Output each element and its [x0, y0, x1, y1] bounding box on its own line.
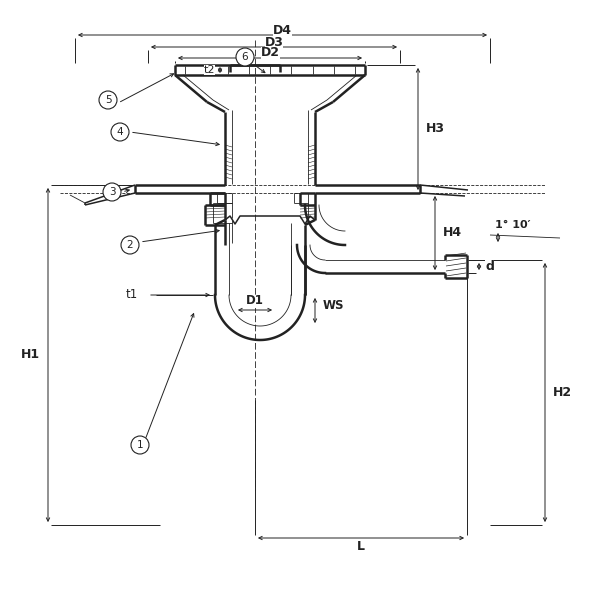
Text: H4: H4: [443, 226, 462, 239]
Circle shape: [103, 183, 121, 201]
Circle shape: [121, 236, 139, 254]
Circle shape: [131, 436, 149, 454]
Text: L: L: [357, 539, 365, 553]
Text: D2: D2: [260, 46, 280, 59]
Text: H3: H3: [426, 122, 445, 136]
Text: 1: 1: [137, 440, 143, 450]
Text: 2: 2: [127, 240, 133, 250]
Text: t1: t1: [126, 289, 138, 301]
Text: WS: WS: [323, 299, 344, 312]
Text: D3: D3: [265, 35, 283, 49]
Text: t2: t2: [203, 65, 215, 75]
Text: 4: 4: [116, 127, 124, 137]
Text: H2: H2: [553, 386, 572, 399]
Circle shape: [111, 123, 129, 141]
Text: 1° 10′: 1° 10′: [495, 220, 530, 230]
Text: 3: 3: [109, 187, 115, 197]
Text: 6: 6: [242, 52, 248, 62]
Text: D1: D1: [246, 295, 264, 307]
Circle shape: [236, 48, 254, 66]
Circle shape: [99, 91, 117, 109]
Text: H1: H1: [21, 349, 40, 361]
Text: 5: 5: [104, 95, 112, 105]
Text: d: d: [485, 260, 494, 273]
Text: D4: D4: [272, 23, 292, 37]
